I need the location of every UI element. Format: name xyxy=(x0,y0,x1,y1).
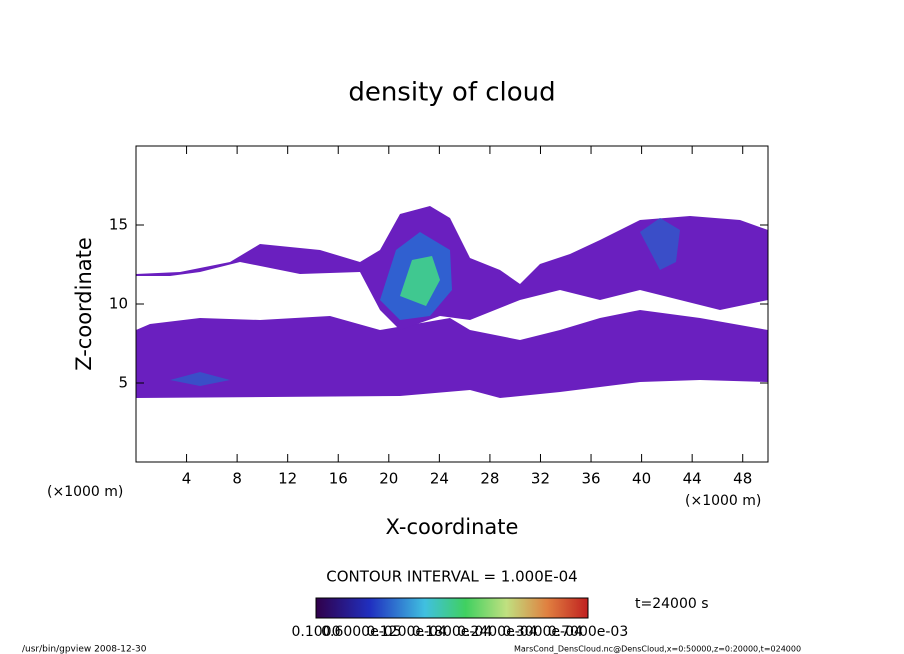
x-unit: (×1000 m) xyxy=(47,484,123,500)
colorbar-label: 0.1200e-04 xyxy=(366,624,447,640)
x-tick-label: 36 xyxy=(581,470,600,488)
x-tick-label: 16 xyxy=(329,470,348,488)
colorbar-label: 0.7000e-03 xyxy=(548,624,628,640)
colorbar xyxy=(315,597,589,619)
colorbar-label: 0.1800e-04 xyxy=(412,624,493,640)
footer-right: MarsCond_DensCloud.nc@DensCloud,x=0:5000… xyxy=(514,645,801,654)
contour-interval: CONTOUR INTERVAL = 1.000E-04 xyxy=(326,568,577,586)
x-tick-label: 24 xyxy=(430,470,449,488)
x-tick-label: 40 xyxy=(632,470,651,488)
x-axis-label: X-coordinate xyxy=(386,515,519,539)
x-tick-label: 8 xyxy=(232,470,242,488)
y-tick-label: 10 xyxy=(109,295,128,313)
x-tick-label: 28 xyxy=(480,470,499,488)
colorbar-label: 0.2400e-04 xyxy=(457,624,538,640)
x-tick-label: 12 xyxy=(278,470,297,488)
x-tick-label: 48 xyxy=(733,470,752,488)
x-tick-label: 4 xyxy=(182,470,192,488)
colorbar-label: 0.6000e-05 xyxy=(321,624,401,640)
chart-title: density of cloud xyxy=(348,78,555,108)
contour-fill xyxy=(136,206,768,398)
colorbar-label: 0.3000e-04 xyxy=(502,624,583,640)
x-tick-label: 44 xyxy=(683,470,702,488)
y-unit: (×1000 m) xyxy=(685,493,761,509)
y-tick-label: 5 xyxy=(118,374,128,392)
colorbar-label: 0.1000 xyxy=(292,624,341,640)
footer-left: /usr/bin/gpview 2008-12-30 xyxy=(22,645,147,654)
time-label: t=24000 s xyxy=(635,596,709,612)
x-tick-label: 32 xyxy=(531,470,550,488)
y-axis-label: Z-coordinate xyxy=(72,237,96,371)
y-tick-label: 15 xyxy=(109,216,128,234)
x-tick-label: 20 xyxy=(379,470,398,488)
